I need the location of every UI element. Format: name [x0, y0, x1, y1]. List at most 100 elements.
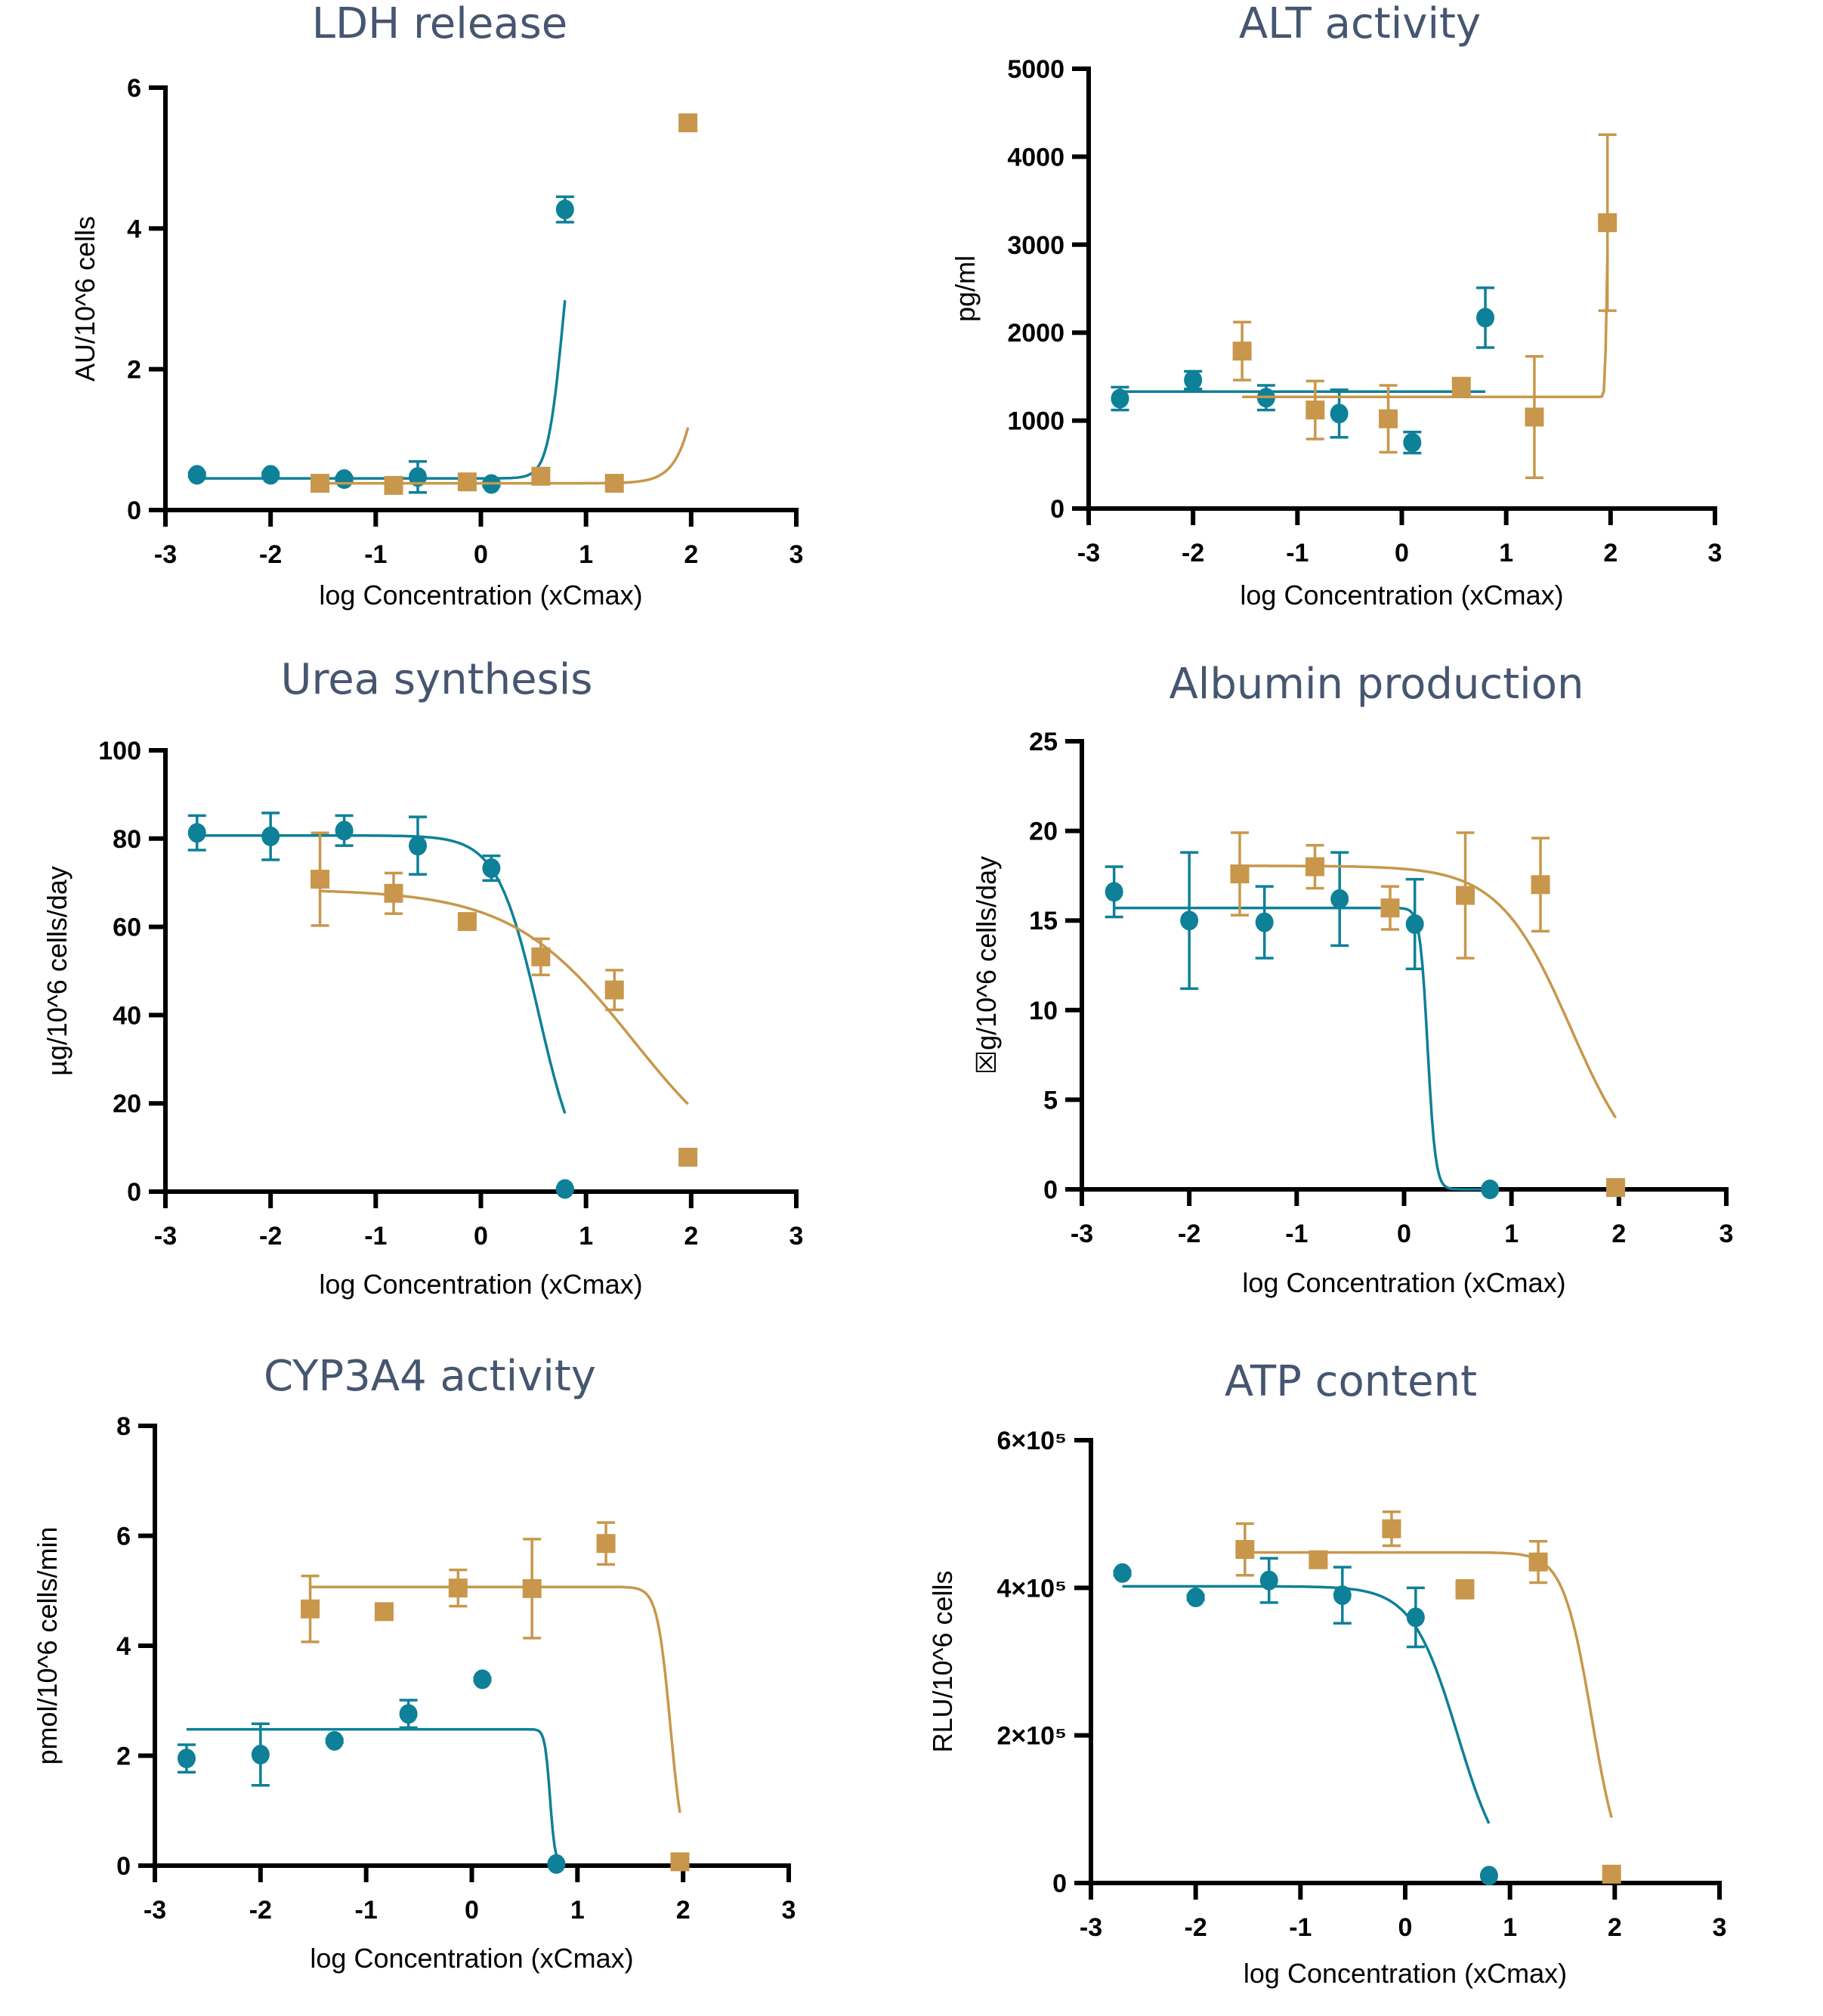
- x-axis-label: log Concentration (xCmax): [1242, 1267, 1565, 1298]
- data-point: [1403, 432, 1422, 453]
- data-point: [251, 1745, 270, 1765]
- data-point: [482, 858, 501, 878]
- data-point: [457, 912, 477, 932]
- data-point: [1105, 882, 1123, 902]
- x-axis-label: log Concentration (xCmax): [1244, 1958, 1567, 1989]
- chart-title: Albumin production: [1169, 660, 1584, 709]
- y-tick-label: 60: [113, 914, 141, 942]
- data-point: [604, 474, 624, 493]
- data-point: [1330, 404, 1349, 424]
- series-gold: [1235, 1510, 1621, 1884]
- x-tick-label: 2: [684, 1222, 698, 1251]
- y-tick-label: 2000: [1007, 319, 1064, 348]
- x-tick-label: -3: [1080, 1913, 1102, 1942]
- x-tick-label: 0: [1395, 539, 1409, 567]
- data-point: [301, 1599, 320, 1619]
- series-teal: [187, 812, 574, 1199]
- y-axis-label: pmol/10^6 cells/min: [32, 1526, 63, 1764]
- y-tick-label: 10: [1029, 997, 1058, 1025]
- y-tick-label: 25: [1029, 728, 1058, 756]
- data-point: [1184, 370, 1203, 391]
- data-point: [409, 467, 427, 487]
- data-point: [1111, 388, 1129, 409]
- fit-curve: [1114, 906, 1491, 1191]
- x-tick-label: -1: [1285, 1220, 1308, 1248]
- fit-curve: [1240, 864, 1618, 1119]
- data-point: [187, 465, 206, 485]
- series-teal: [1105, 851, 1500, 1199]
- x-axis-label: log Concentration (xCmax): [319, 580, 642, 611]
- data-point: [261, 465, 280, 485]
- y-tick-label: 6: [127, 74, 141, 103]
- data-point: [555, 1179, 574, 1199]
- series-gold: [301, 1521, 690, 1872]
- data-point: [311, 870, 330, 889]
- x-tick-label: 1: [1503, 1913, 1517, 1942]
- x-tick-label: 3: [1708, 539, 1723, 567]
- x-tick-label: -1: [355, 1896, 378, 1925]
- y-tick-label: 6×10⁵: [996, 1427, 1067, 1455]
- data-point: [1476, 308, 1495, 328]
- chart-cyp3a4-activity: CYP3A4 activity -3 -2 -1 0 1 2 3 0 2 4 6 8 log Concen…: [32, 1352, 796, 1974]
- data-point: [448, 1578, 468, 1598]
- y-tick-label: 80: [113, 825, 141, 854]
- chart-title: Urea synthesis: [281, 655, 593, 704]
- data-point: [1606, 1178, 1626, 1198]
- data-point: [1333, 1585, 1352, 1606]
- x-tick-label: 3: [782, 1896, 796, 1925]
- fit-curve: [1242, 254, 1609, 398]
- x-tick-label: 3: [1713, 1913, 1727, 1942]
- data-point: [177, 1749, 196, 1769]
- data-point: [335, 469, 354, 490]
- chart-alt-activity: ALT activity -3 -2 -1 0 1 2 3 0 1000 2000 3000 4000 5…: [950, 0, 1722, 611]
- x-tick-label: 3: [1719, 1220, 1734, 1248]
- series-gold: [1232, 133, 1618, 480]
- data-point: [670, 1852, 690, 1872]
- y-tick-label: 2: [127, 356, 141, 385]
- data-point: [384, 883, 403, 903]
- fit-curve: [186, 1727, 558, 1856]
- fit-curve: [196, 300, 567, 480]
- x-tick-label: -2: [249, 1896, 272, 1925]
- data-point: [1455, 1579, 1475, 1599]
- y-tick-label: 3000: [1007, 231, 1064, 260]
- x-tick-label: 3: [789, 1222, 804, 1251]
- x-tick-label: -3: [1077, 539, 1100, 567]
- chart-atp-content: ATP content -3 -2 -1 0 1 2 3 0 2×10⁵ 4×10⁵ 6×10⁵ log…: [927, 1357, 1726, 1989]
- y-tick-label: 5000: [1007, 55, 1064, 84]
- x-tick-label: -1: [1289, 1913, 1312, 1942]
- y-tick-label: 4: [127, 215, 141, 243]
- data-point: [1259, 1570, 1278, 1591]
- x-tick-label: 0: [1397, 1220, 1411, 1248]
- x-tick-label: -2: [1178, 1220, 1200, 1248]
- chart-albumin-production: Albumin production -3 -2 -1 0 1 2 3 0 5 10 15 20 25 lo…: [971, 660, 1733, 1298]
- data-point: [678, 113, 698, 133]
- x-tick-label: 0: [474, 1222, 488, 1251]
- data-point: [1379, 409, 1398, 428]
- y-tick-label: 40: [113, 1001, 141, 1030]
- data-point: [596, 1534, 616, 1554]
- x-axis-label: log Concentration (xCmax): [310, 1943, 633, 1974]
- x-tick-label: 1: [570, 1896, 585, 1925]
- y-tick-label: 4×10⁵: [996, 1574, 1067, 1603]
- data-point: [1232, 342, 1252, 361]
- y-tick-label: 0: [1050, 495, 1064, 524]
- y-tick-label: 5: [1043, 1086, 1058, 1115]
- x-tick-label: 0: [474, 540, 488, 569]
- x-tick-label: 2: [1608, 1913, 1622, 1942]
- data-point: [531, 947, 551, 966]
- x-tick-label: -3: [154, 1222, 177, 1251]
- series-teal: [187, 195, 574, 494]
- data-point: [374, 1602, 394, 1622]
- data-point: [457, 472, 477, 492]
- series-teal: [1113, 1557, 1498, 1886]
- x-tick-label: 2: [676, 1896, 691, 1925]
- x-tick-label: 3: [789, 540, 804, 569]
- data-point: [325, 1730, 344, 1751]
- data-point: [555, 199, 574, 220]
- x-tick-label: -3: [1071, 1220, 1093, 1248]
- data-point: [1531, 875, 1550, 895]
- data-point: [1186, 1588, 1205, 1608]
- data-point: [1255, 912, 1274, 932]
- data-point: [1113, 1563, 1132, 1583]
